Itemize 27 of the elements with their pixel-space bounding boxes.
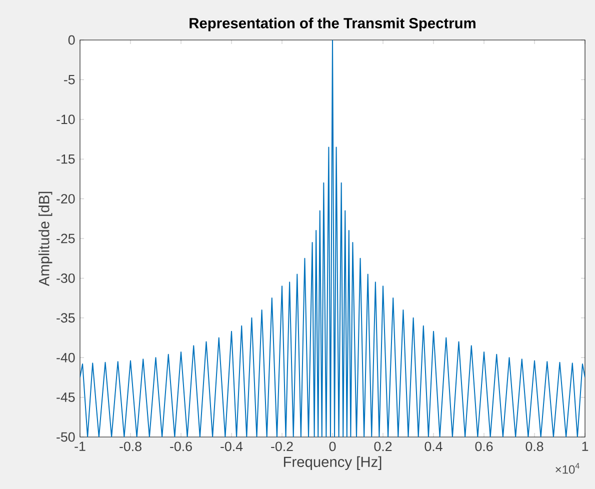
x-tick-label: 0.4	[424, 442, 442, 452]
x-tick-label: -0.2	[271, 442, 293, 452]
x-tick-label: 0.8	[526, 442, 544, 452]
x-tick-label: -1	[74, 442, 86, 451]
y-tick-label: -15	[56, 154, 75, 164]
y-axis-title: Amplitude [dB]	[38, 192, 52, 286]
x-tick-label: -0.4	[220, 442, 243, 452]
y-tick-label: -45	[56, 392, 75, 402]
y-tick-label: -30	[56, 273, 75, 283]
line-series	[80, 40, 586, 437]
y-tick-label: -10	[56, 114, 75, 124]
x-tick-label: 0	[329, 442, 336, 452]
y-tick-label: 0	[68, 35, 75, 45]
x-tick-label: 0.2	[374, 442, 392, 452]
y-tick-label: -35	[56, 313, 75, 323]
text: ×10$^{4}$	[556, 463, 580, 474]
x-tick-label: -0.8	[120, 442, 142, 452]
x-axis-title: Frequency [Hz]	[284, 456, 382, 470]
x-tick-label: -0.6	[170, 442, 192, 452]
chart-title: Representation of the Transmit Spectrum	[190, 18, 476, 32]
y-tick-label: -5	[64, 75, 75, 84]
y-tick-label: -40	[56, 352, 75, 362]
y-tick-label: -20	[56, 194, 75, 204]
x-tick-label: 0.6	[475, 442, 493, 452]
y-tick-label: -50	[56, 432, 75, 442]
y-tick-label: -25	[56, 234, 75, 244]
x-tick-label: 1	[582, 442, 588, 451]
